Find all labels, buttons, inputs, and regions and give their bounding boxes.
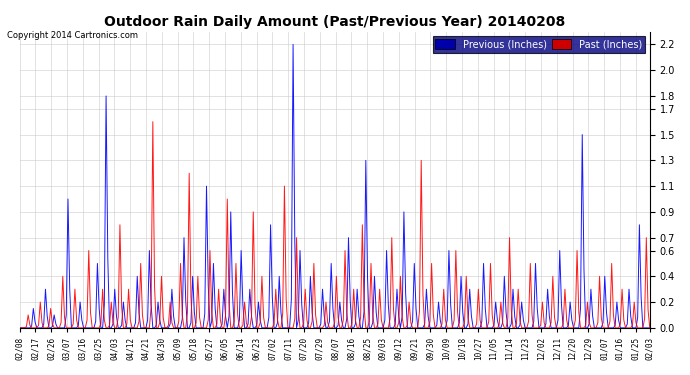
- Text: Copyright 2014 Cartronics.com: Copyright 2014 Cartronics.com: [7, 30, 138, 39]
- Legend: Previous (Inches), Past (Inches): Previous (Inches), Past (Inches): [433, 36, 645, 52]
- Title: Outdoor Rain Daily Amount (Past/Previous Year) 20140208: Outdoor Rain Daily Amount (Past/Previous…: [104, 15, 565, 29]
